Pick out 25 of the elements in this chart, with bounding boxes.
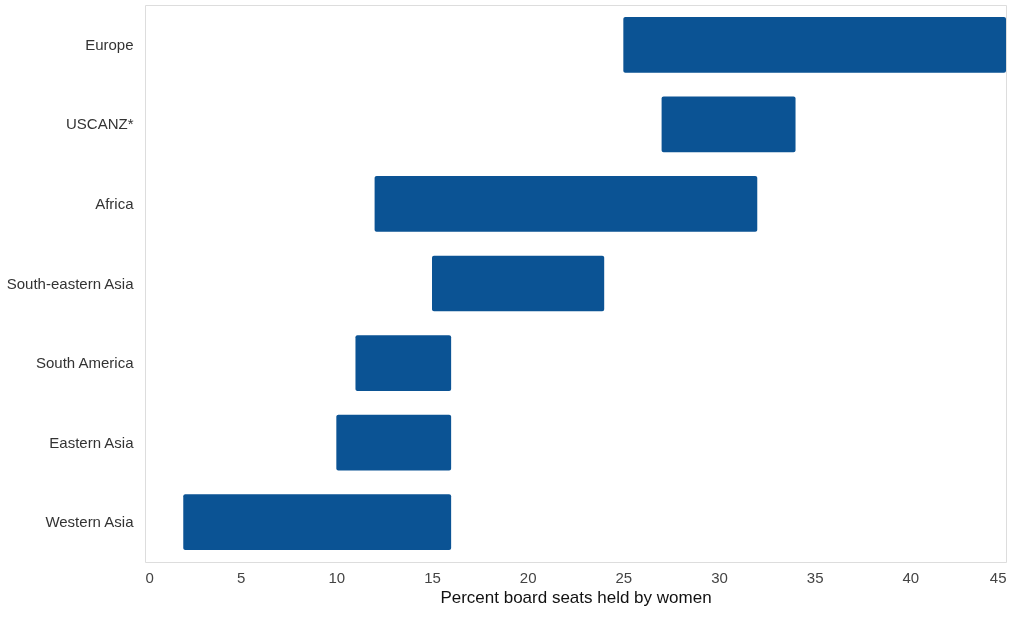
x-tick-label: 15	[424, 568, 441, 586]
x-tick-label: 45	[989, 568, 1007, 586]
x-tick-label: 5	[236, 568, 246, 586]
y-tick-label: South America	[35, 354, 135, 372]
x-tick-label: 20	[519, 568, 537, 586]
y-tick-label: USCANZ*	[65, 115, 134, 133]
x-tick-label: 0	[145, 568, 154, 586]
bar	[661, 96, 796, 153]
bar	[183, 494, 452, 551]
x-axis-title: Percent board seats held by women	[440, 587, 712, 607]
x-tick-label: 10	[328, 568, 346, 586]
y-tick-label: Europe	[85, 35, 134, 53]
bar	[432, 255, 605, 312]
bar	[355, 335, 452, 391]
x-tick-label: 25	[615, 568, 633, 586]
bar	[336, 414, 452, 471]
bar	[374, 176, 758, 232]
y-tick-label: Eastern Asia	[49, 433, 135, 451]
y-tick-label: South-eastern Asia	[6, 274, 135, 292]
y-tick-label: Western Asia	[45, 513, 135, 531]
x-tick-label: 40	[902, 568, 920, 586]
bar	[623, 16, 1006, 73]
y-tick-label: Africa	[95, 194, 135, 212]
x-tick-label: 35	[806, 568, 824, 586]
x-tick-label: 30	[711, 568, 728, 586]
